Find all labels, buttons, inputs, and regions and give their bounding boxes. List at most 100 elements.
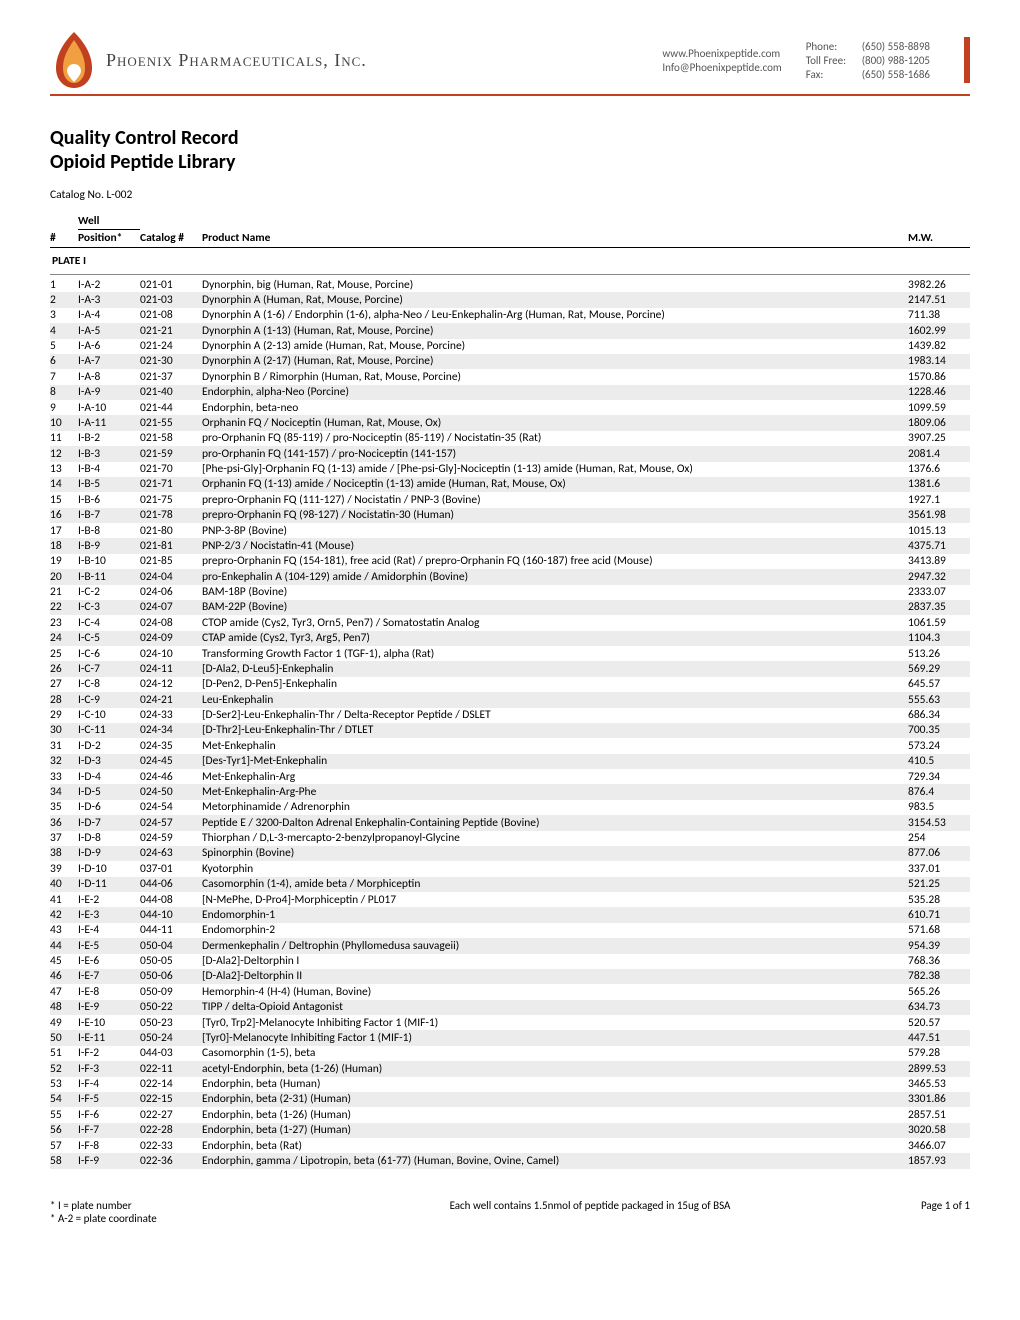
cell-product: [D-Pen2, D-Pen5]-Enkephalin xyxy=(202,677,908,691)
cell-well: I-A-6 xyxy=(78,339,140,353)
table-row: 53I-F-4022-14Endorphin, beta (Human)3465… xyxy=(50,1077,970,1092)
cell-product: [D-Ala2]-Deltorphin II xyxy=(202,969,908,983)
cell-catalog: 044-08 xyxy=(140,893,202,907)
website: www.Phoenixpeptide.com xyxy=(662,47,781,60)
cell-mw: 573.24 xyxy=(908,739,970,753)
cell-well: I-B-10 xyxy=(78,554,140,568)
cell-num: 18 xyxy=(50,539,78,553)
cell-catalog: 024-11 xyxy=(140,662,202,676)
cell-num: 1 xyxy=(50,278,78,292)
cell-well: I-F-3 xyxy=(78,1062,140,1076)
cell-num: 43 xyxy=(50,923,78,937)
cell-mw: 3466.07 xyxy=(908,1139,970,1153)
cell-well: I-B-9 xyxy=(78,539,140,553)
cell-catalog: 021-71 xyxy=(140,477,202,491)
cell-catalog: 022-15 xyxy=(140,1092,202,1106)
cell-mw: 569.29 xyxy=(908,662,970,676)
cell-mw: 1809.06 xyxy=(908,416,970,430)
cell-num: 52 xyxy=(50,1062,78,1076)
table-row: 18I-B-9021-81PNP-2/3 / Nocistatin-41 (Mo… xyxy=(50,538,970,553)
cell-well: I-F-8 xyxy=(78,1139,140,1153)
cell-product: Met-Enkephalin-Arg xyxy=(202,770,908,784)
table-row: 15I-B-6021-75prepro-Orphanin FQ (111-127… xyxy=(50,492,970,507)
cell-product: CTOP amide (Cys2, Tyr3, Orn5, Pen7) / So… xyxy=(202,616,908,630)
cell-num: 23 xyxy=(50,616,78,630)
cell-product: Endorphin, beta (Human) xyxy=(202,1077,908,1091)
table-row: 48I-E-9050-22TIPP / delta-Opioid Antagon… xyxy=(50,1000,970,1015)
cell-well: I-A-3 xyxy=(78,293,140,307)
cell-catalog: 024-54 xyxy=(140,800,202,814)
cell-catalog: 037-01 xyxy=(140,862,202,876)
cell-product: Endorphin, beta (2-31) (Human) xyxy=(202,1092,908,1106)
cell-product: Thiorphan / D,L-3-mercapto-2-benzylpropa… xyxy=(202,831,908,845)
table-row: 9I-A-10021-44Endorphin, beta-neo1099.59 xyxy=(50,400,970,415)
cell-catalog: 024-46 xyxy=(140,770,202,784)
cell-well: I-C-6 xyxy=(78,647,140,661)
table-row: 27I-C-8024-12[D-Pen2, D-Pen5]-Enkephalin… xyxy=(50,677,970,692)
cell-catalog: 021-01 xyxy=(140,278,202,292)
cell-mw: 3020.58 xyxy=(908,1123,970,1137)
cell-catalog: 021-44 xyxy=(140,401,202,415)
cell-well: I-E-2 xyxy=(78,893,140,907)
cell-mw: 1857.93 xyxy=(908,1154,970,1168)
cell-well: I-E-11 xyxy=(78,1031,140,1045)
cell-mw: 2837.35 xyxy=(908,600,970,614)
cell-num: 17 xyxy=(50,524,78,538)
cell-well: I-B-7 xyxy=(78,508,140,522)
cell-num: 11 xyxy=(50,431,78,445)
cell-catalog: 021-70 xyxy=(140,462,202,476)
cell-well: I-D-10 xyxy=(78,862,140,876)
cell-well: I-C-7 xyxy=(78,662,140,676)
cell-catalog: 050-06 xyxy=(140,969,202,983)
rows-container: 1I-A-2021-01Dynorphin, big (Human, Rat, … xyxy=(50,277,970,1169)
cell-catalog: 021-55 xyxy=(140,416,202,430)
cell-well: I-C-2 xyxy=(78,585,140,599)
cell-catalog: 022-28 xyxy=(140,1123,202,1137)
company-name: Phoenix Pharmaceuticals, Inc. xyxy=(106,50,367,71)
cell-num: 26 xyxy=(50,662,78,676)
cell-product: pro-Enkephalin A (104-129) amide / Amido… xyxy=(202,570,908,584)
cell-product: Dynorphin A (2-13) amide (Human, Rat, Mo… xyxy=(202,339,908,353)
cell-well: I-C-10 xyxy=(78,708,140,722)
cell-well: I-D-7 xyxy=(78,816,140,830)
cell-product: Met-Enkephalin xyxy=(202,739,908,753)
cell-mw: 1104.3 xyxy=(908,631,970,645)
cell-mw: 1983.14 xyxy=(908,354,970,368)
cell-product: Dynorphin B / Rimorphin (Human, Rat, Mou… xyxy=(202,370,908,384)
cell-catalog: 024-09 xyxy=(140,631,202,645)
fax-value: (650) 558-1686 xyxy=(862,68,930,81)
table-row: 17I-B-8021-80PNP-3-8P (Bovine)1015.13 xyxy=(50,523,970,538)
cell-catalog: 021-03 xyxy=(140,293,202,307)
cell-well: I-B-5 xyxy=(78,477,140,491)
cell-mw: 700.35 xyxy=(908,723,970,737)
cell-well: I-D-6 xyxy=(78,800,140,814)
page-header: Phoenix Pharmaceuticals, Inc. www.Phoeni… xyxy=(50,30,970,96)
cell-num: 4 xyxy=(50,324,78,338)
cell-mw: 1099.59 xyxy=(908,401,970,415)
cell-catalog: 050-23 xyxy=(140,1016,202,1030)
cell-num: 39 xyxy=(50,862,78,876)
tollfree-value: (800) 988-1205 xyxy=(862,54,930,67)
cell-catalog: 044-06 xyxy=(140,877,202,891)
cell-catalog: 024-63 xyxy=(140,846,202,860)
cell-mw: 3154.53 xyxy=(908,816,970,830)
cell-num: 20 xyxy=(50,570,78,584)
cell-catalog: 024-35 xyxy=(140,739,202,753)
cell-mw: 447.51 xyxy=(908,1031,970,1045)
cell-mw: 2947.32 xyxy=(908,570,970,584)
cell-num: 33 xyxy=(50,770,78,784)
cell-catalog: 024-04 xyxy=(140,570,202,584)
cell-product: Endomorphin-1 xyxy=(202,908,908,922)
cell-product: [Phe-psi-Gly]-Orphanin FQ (1-13) amide /… xyxy=(202,462,908,476)
table-row: 20I-B-11024-04pro-Enkephalin A (104-129)… xyxy=(50,569,970,584)
cell-mw: 3907.25 xyxy=(908,431,970,445)
cell-num: 46 xyxy=(50,969,78,983)
cell-product: Orphanin FQ (1-13) amide / Nociceptin (1… xyxy=(202,477,908,491)
table-row: 11I-B-2021-58pro-Orphanin FQ (85-119) / … xyxy=(50,431,970,446)
table-row: 10I-A-11021-55Orphanin FQ / Nociceptin (… xyxy=(50,415,970,430)
cell-well: I-F-4 xyxy=(78,1077,140,1091)
cell-well: I-A-9 xyxy=(78,385,140,399)
cell-product: Endorphin, beta (Rat) xyxy=(202,1139,908,1153)
cell-catalog: 024-34 xyxy=(140,723,202,737)
cell-catalog: 021-30 xyxy=(140,354,202,368)
